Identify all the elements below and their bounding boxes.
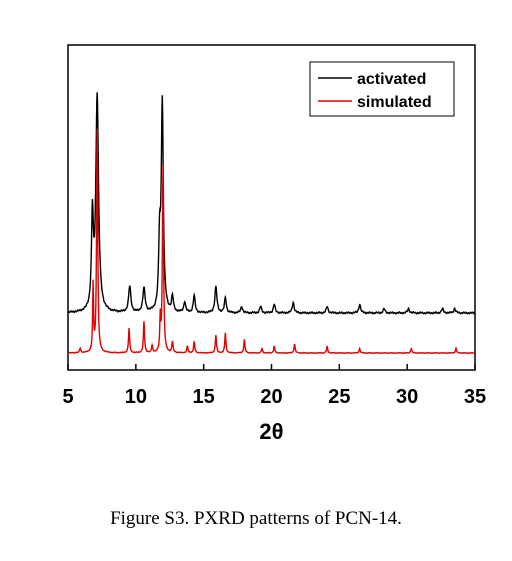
figure-caption: Figure S3. PXRD patterns of PCN-14. (110, 508, 402, 529)
x-axis-title: 2θ (259, 419, 283, 444)
series-line-simulated (67, 128, 476, 355)
x-tick-label: 5 (62, 386, 73, 408)
x-tick-label: 15 (193, 386, 215, 408)
series-layer (67, 92, 476, 355)
legend-label-activated: activated (357, 71, 426, 88)
pxrd-chart: 5 10 15 20 25 30 35 2θ activated simulated (62, 44, 486, 444)
x-tick-label: 25 (328, 386, 350, 408)
legend-box (309, 61, 455, 117)
x-tick-label: 20 (260, 386, 282, 408)
x-axis-ticks: 5 10 15 20 25 30 35 (62, 364, 486, 408)
legend: activated simulated (309, 61, 455, 117)
legend-label-simulated: simulated (357, 94, 432, 111)
x-tick-label: 35 (464, 386, 486, 408)
x-tick-label: 30 (396, 386, 418, 408)
x-tick-label: 10 (125, 386, 147, 408)
series-line-activated (67, 92, 476, 315)
